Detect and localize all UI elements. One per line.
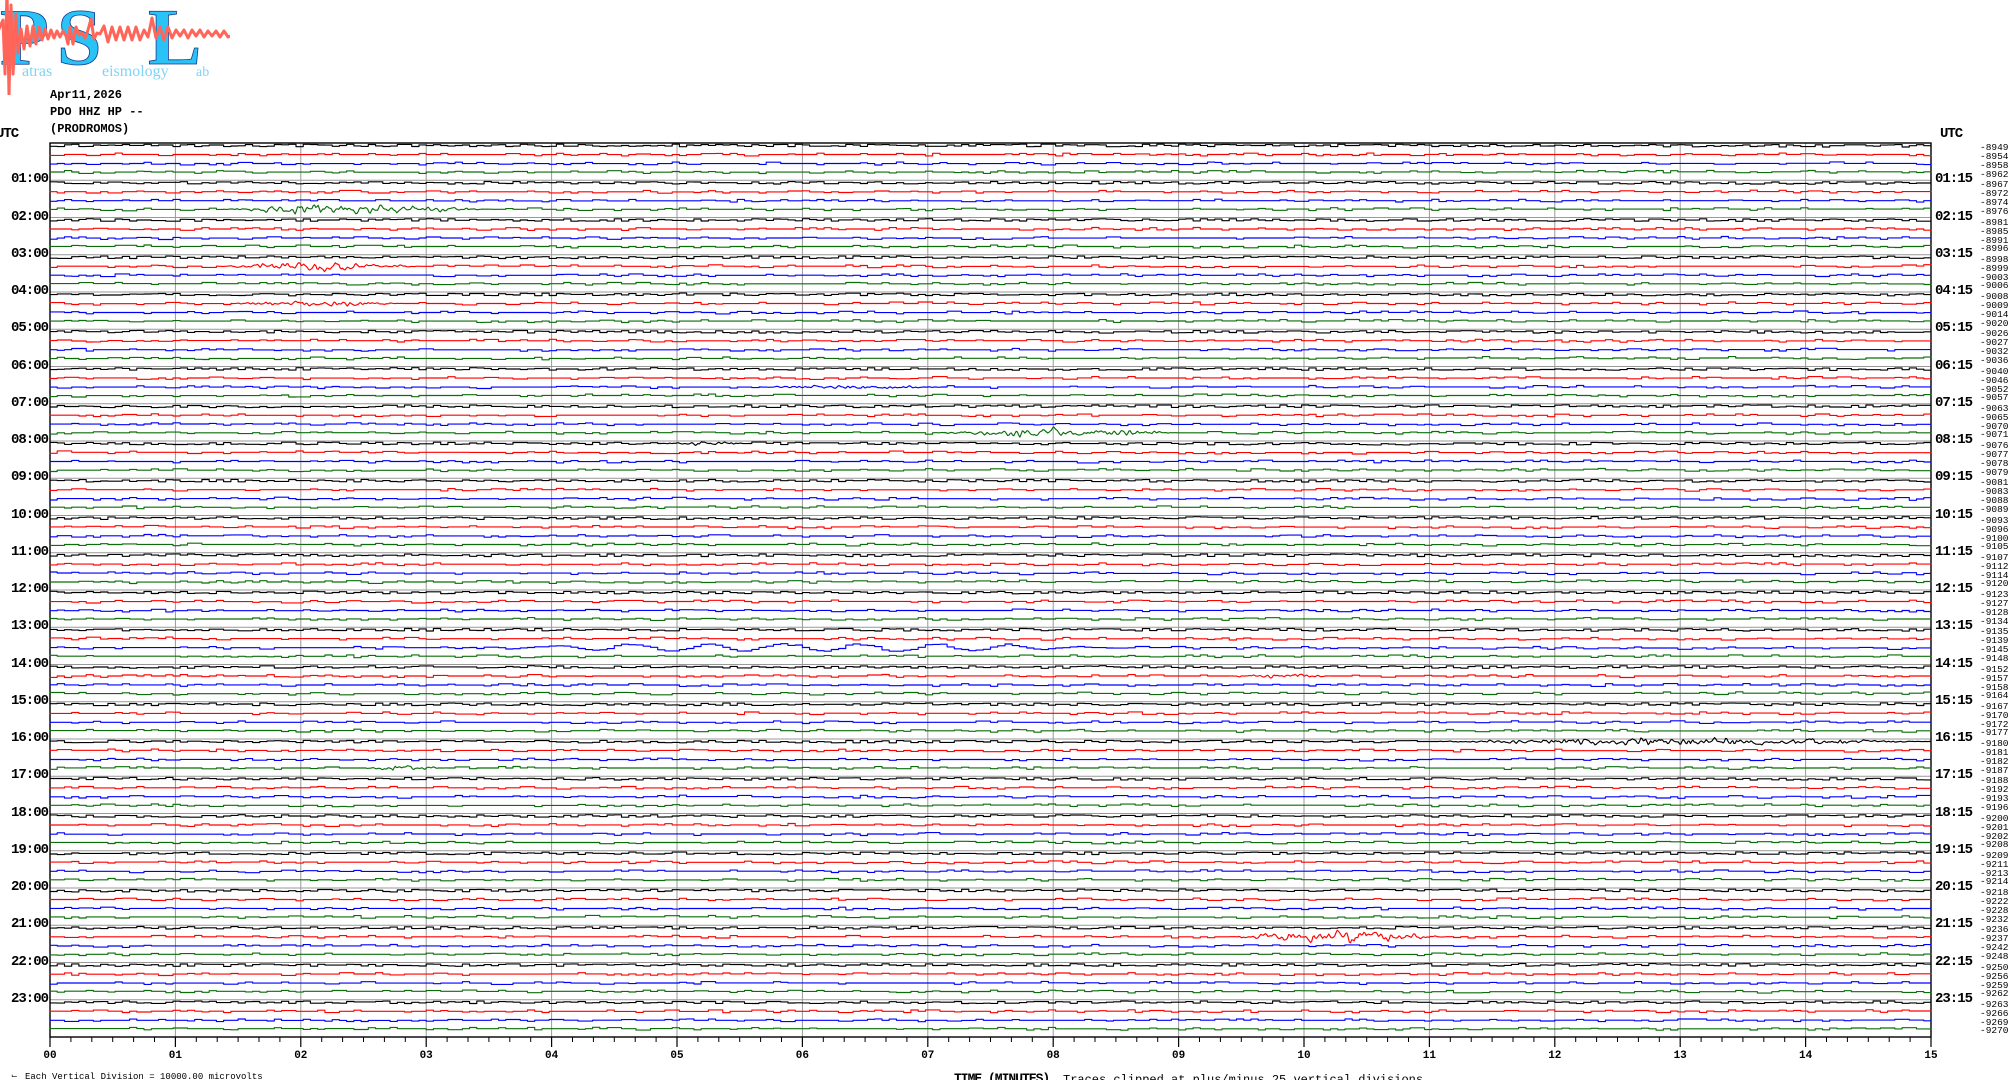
svg-text:S: S: [57, 0, 102, 82]
svg-text:ab: ab: [196, 65, 209, 80]
svg-text:atras: atras: [22, 63, 52, 80]
svg-text:eismology: eismology: [102, 63, 169, 80]
